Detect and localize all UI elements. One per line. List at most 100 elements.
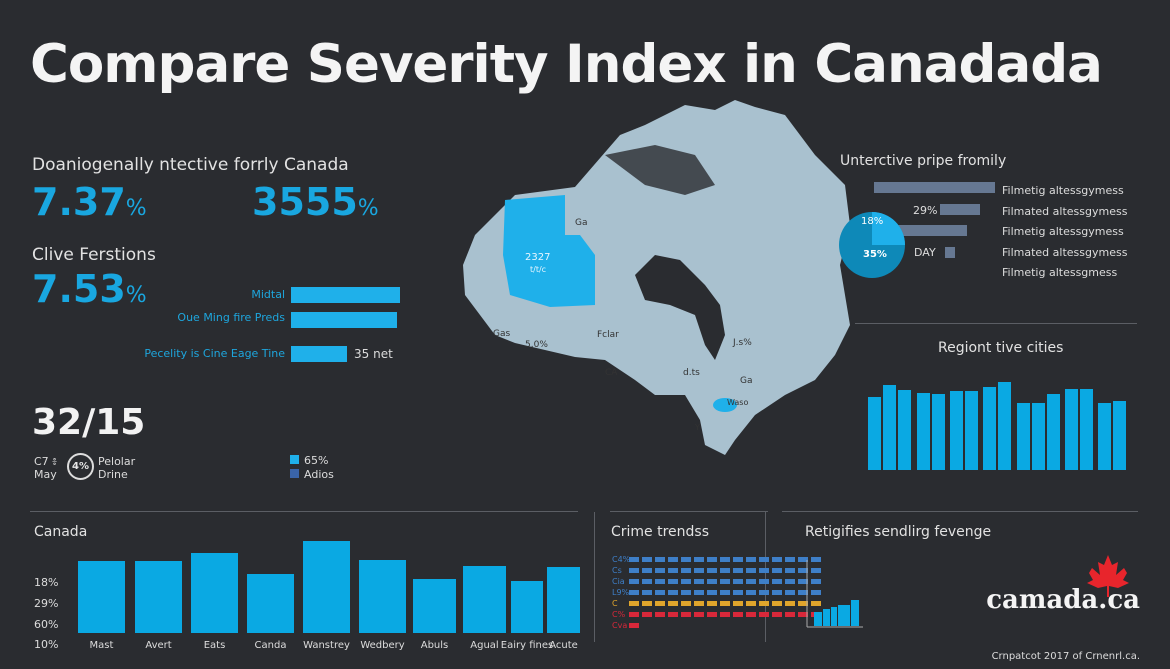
crime-trends-title: Crime trendss: [611, 524, 710, 540]
trend-dash: [798, 568, 808, 573]
canada-chart: Mast Avert Eats Canda Wanstrey Wedbery Abuls Ag…: [78, 541, 580, 651]
trend-row: C%: [612, 609, 821, 620]
pie-legend: Filmetig altessgymess Filmated altessgym…: [1002, 181, 1127, 284]
hbar-1: [291, 287, 400, 303]
stat-3-unit: %: [125, 283, 147, 308]
y-tick: 18%: [34, 576, 59, 589]
trend-dash: [642, 601, 652, 606]
legend-swatch: [290, 455, 299, 464]
trend-dash: [746, 612, 756, 617]
x-tick-label: Canda: [255, 640, 287, 651]
y-tick: 60%: [34, 618, 59, 631]
footnote-left-2: May: [34, 468, 57, 481]
stat-3-value: 7.53: [32, 267, 126, 311]
trend-dash: [642, 579, 652, 584]
trend-dash: [785, 612, 795, 617]
divider: [594, 512, 595, 642]
trend-dash: [629, 590, 639, 595]
trend-dash: [785, 568, 795, 573]
footnote-left-1: C7 ៖: [34, 455, 58, 468]
stats-heading: Doaniogenally ntective forrly Canada: [32, 155, 349, 175]
trend-dash: [746, 590, 756, 595]
stat-3: 7.53%: [32, 267, 147, 311]
trend-dash: [694, 612, 704, 617]
trend-dash: [785, 557, 795, 562]
trend-row-label: C: [612, 599, 618, 608]
cities-title: Regiont tive cities: [938, 340, 1064, 356]
city-bar-4: [932, 394, 945, 470]
map-label: CA: [605, 368, 618, 378]
x-tick-label: Eats: [204, 640, 226, 651]
revenge-bar-4: [851, 600, 859, 626]
pie-side-bar-0: [874, 182, 995, 193]
trend-dash: [733, 557, 743, 562]
trend-dash: [629, 568, 639, 573]
bar-3: [247, 574, 294, 633]
footnote-right: Pelolar Drine: [98, 455, 135, 481]
trend-dash: [746, 579, 756, 584]
crime-trends-rows: C4% Cs Cia L9% C C% Cva: [612, 554, 821, 631]
legend-item-1: 65%: [290, 454, 334, 468]
map-label: 5.0%: [525, 340, 548, 350]
trend-dash: [772, 568, 782, 573]
trend-dash: [707, 579, 717, 584]
trend-dash: [707, 612, 717, 617]
trend-dash: [785, 579, 795, 584]
trend-dash: [707, 590, 717, 595]
trend-dash: [707, 557, 717, 562]
arctic-channels: [605, 145, 715, 195]
map-label: Y: [694, 423, 700, 432]
stat-1-value: 7.37: [32, 180, 126, 224]
revenge-bar-2: [831, 607, 837, 626]
trend-dash: [655, 557, 665, 562]
trend-dash: [668, 557, 678, 562]
trend-dash: [772, 579, 782, 584]
region-sub: t/t/c: [530, 265, 546, 274]
divider: [782, 511, 1138, 512]
trend-dash: [746, 601, 756, 606]
hbar-2: [291, 312, 397, 328]
trend-dash: [759, 601, 769, 606]
pie-legend-item: Filmated altessgymess: [1002, 204, 1128, 218]
trend-dash: [811, 601, 821, 606]
legend-label: 65%: [304, 454, 329, 467]
x-tick-label: Eairy fines: [501, 640, 553, 651]
trend-dash: [655, 601, 665, 606]
trend-dash: [798, 579, 808, 584]
legend: 65% Adios: [290, 454, 334, 482]
x-tick-label: Agual: [470, 640, 498, 651]
revenge-bar-1: [823, 609, 830, 626]
trend-dash: [798, 601, 808, 606]
trend-dash: [811, 590, 821, 595]
trend-row-label: C4%: [612, 555, 631, 564]
trend-dash: [681, 568, 691, 573]
trend-dash: [733, 568, 743, 573]
highlighted-region: [503, 195, 595, 307]
trend-dash: [720, 568, 730, 573]
divider: [610, 511, 768, 512]
trend-row: Cva: [612, 620, 821, 631]
trend-dash: [798, 612, 808, 617]
brand-logo-suffix: .ca: [1098, 585, 1140, 615]
divider: [855, 323, 1137, 324]
city-bar-1: [883, 385, 896, 470]
trend-dash: [668, 612, 678, 617]
map-label: Gas: [493, 329, 510, 339]
trend-dash: [629, 601, 639, 606]
legend-item-2: Adios: [290, 468, 334, 482]
divider: [30, 511, 578, 512]
trend-dash: [759, 557, 769, 562]
trend-dash: [746, 568, 756, 573]
pie-slice-small: [872, 212, 905, 245]
highlighted-lake: [713, 398, 737, 412]
city-bar-3: [917, 393, 930, 470]
cities-chart: [868, 382, 1126, 470]
bar-2: [191, 553, 238, 633]
trend-dash: [720, 590, 730, 595]
trend-dash: [720, 579, 730, 584]
y-tick: 10%: [34, 638, 59, 651]
city-bar-7: [983, 387, 996, 470]
legend-swatch: [290, 469, 299, 478]
trend-dash: [759, 579, 769, 584]
trend-dash: [681, 612, 691, 617]
